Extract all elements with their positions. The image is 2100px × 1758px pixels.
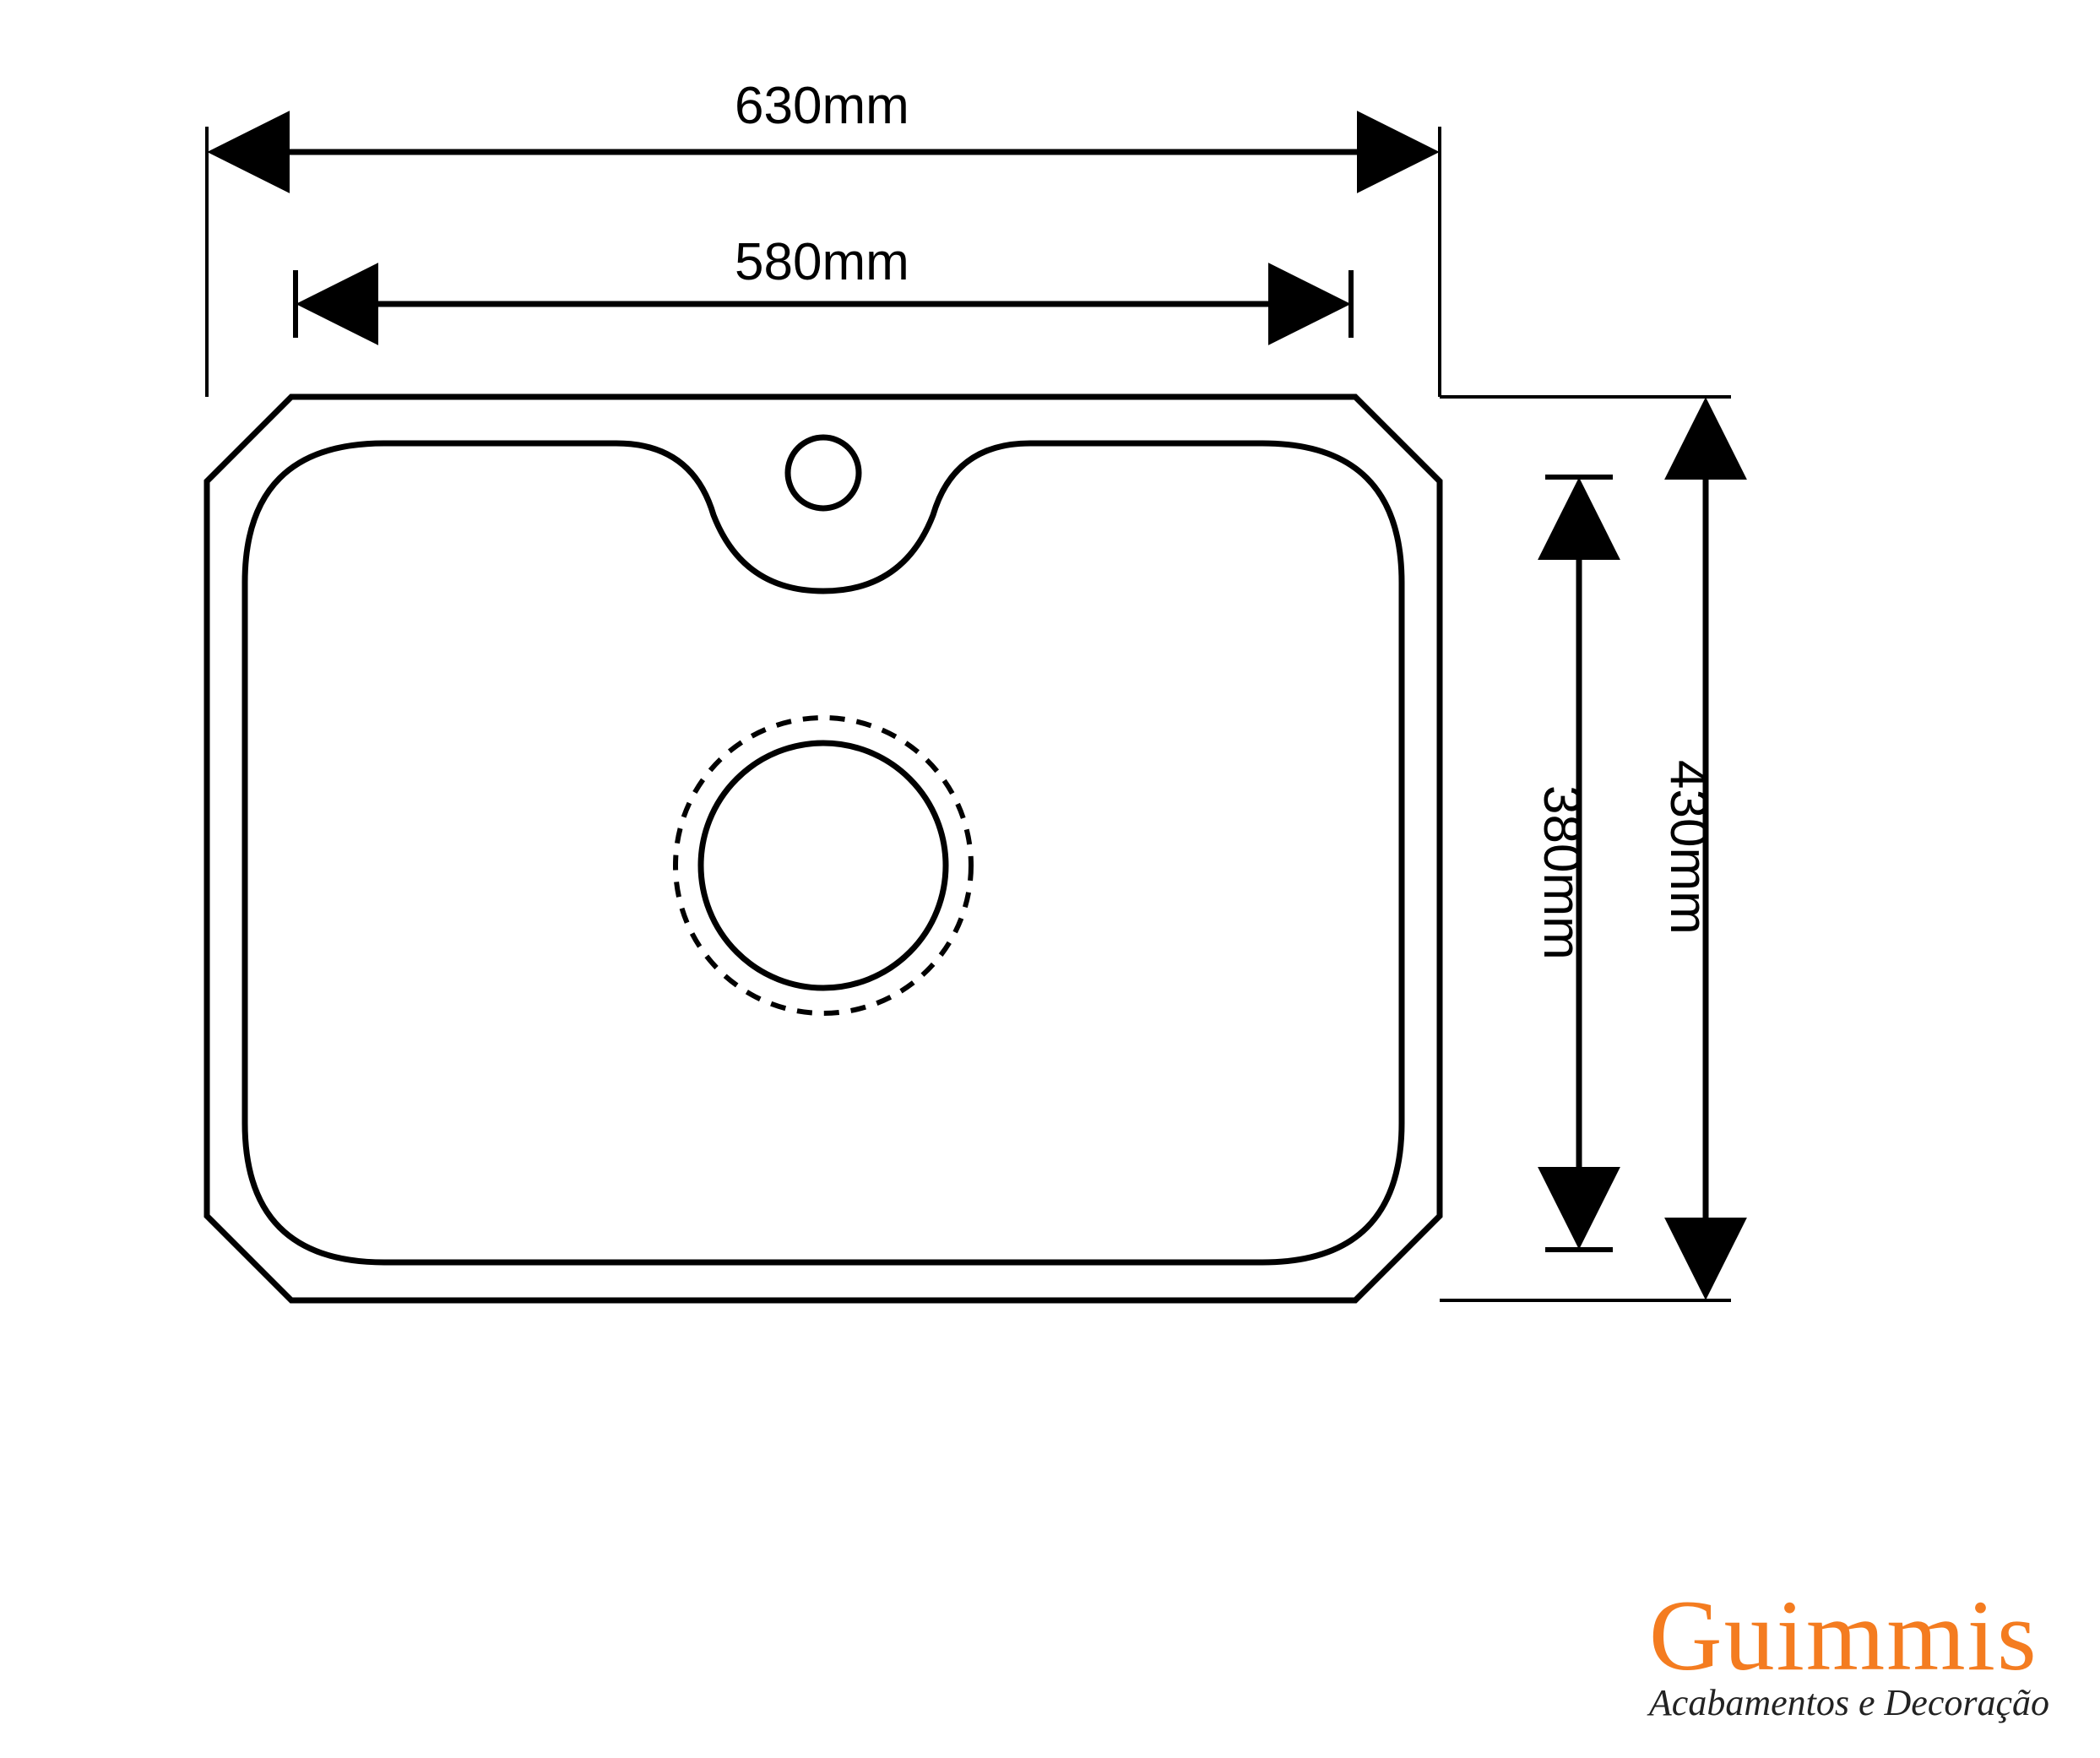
brand-logo: Guimmis Acabamentos e Decoração — [1649, 1585, 2049, 1724]
tap-hole — [788, 437, 859, 508]
drain-inner-circle — [701, 743, 946, 988]
diagram-canvas: 630mm 580mm 430mm 380mm Guimmis Acabamen… — [0, 0, 2100, 1758]
outer-rim — [207, 397, 1440, 1300]
dim-outer-height-label: 430mm — [1658, 760, 1718, 935]
dim-outer-width-label: 630mm — [735, 76, 909, 136]
brand-tagline: Acabamentos e Decoração — [1649, 1681, 2049, 1724]
dim-inner-width-label: 580mm — [735, 232, 909, 292]
sink-drawing — [0, 0, 2100, 1758]
drain-outer-dashed-circle — [676, 718, 971, 1013]
inner-basin — [245, 443, 1402, 1262]
brand-name: Guimmis — [1649, 1585, 2049, 1686]
dim-inner-height-label: 380mm — [1532, 785, 1592, 960]
